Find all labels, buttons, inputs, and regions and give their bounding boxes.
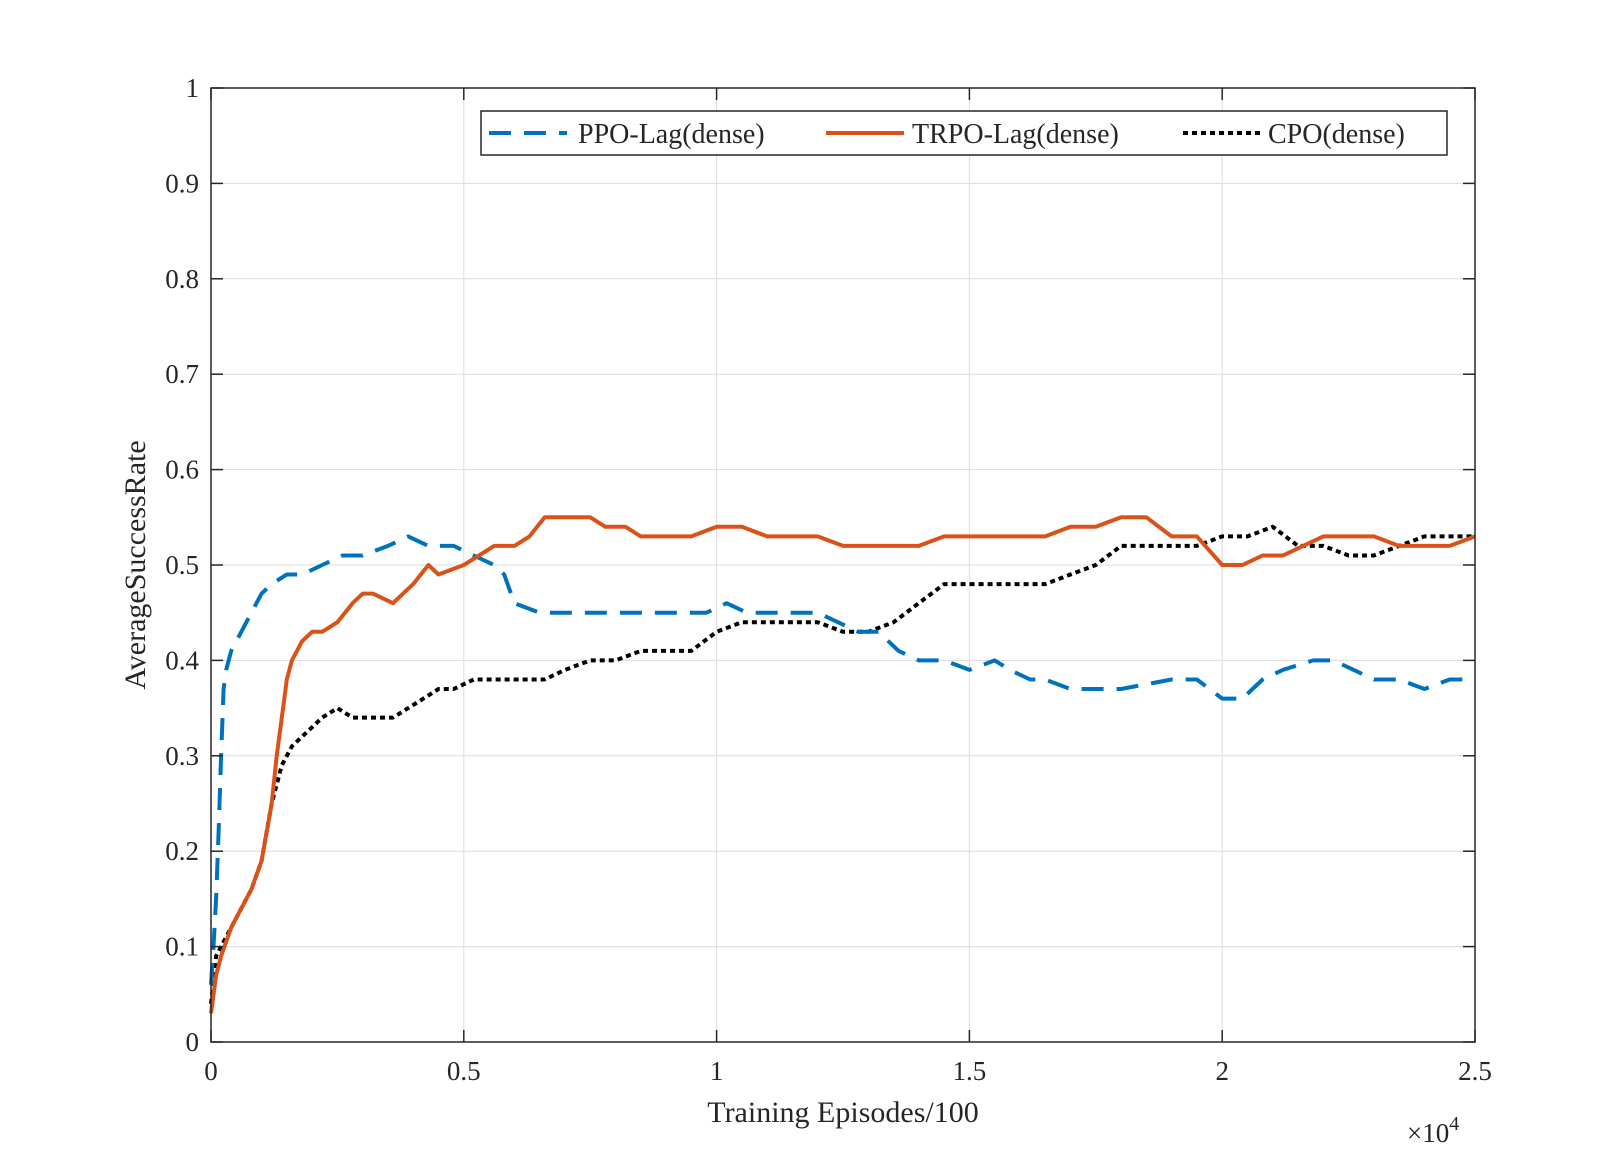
x-tick-label: 0 — [204, 1056, 218, 1086]
y-tick-label: 0 — [186, 1027, 200, 1057]
y-tick-label: 0.1 — [165, 932, 199, 962]
x-tick-label: 0.5 — [447, 1056, 481, 1086]
axis-ticks: 0 0.5 1 1.5 2 2.5 0 0.1 0.2 0.3 0.4 0.5 0.6 0.7 0.8 0.9… — [165, 73, 1492, 1086]
y-tick-label: 0.3 — [165, 741, 199, 771]
x-tick-label: 1.5 — [953, 1056, 987, 1086]
x-axis-multiplier: ×104 — [1407, 1113, 1459, 1148]
x-axis-label: Training Episodes/100 — [707, 1096, 978, 1129]
legend: PPO-Lag(dense) TRPO-Lag(dense) CPO(dense) — [480, 110, 1448, 156]
plot-series — [209, 515, 1476, 1014]
legend-label-1: TRPO-Lag(dense) — [912, 119, 1119, 150]
legend-label-0: PPO-Lag(dense) — [578, 119, 765, 150]
y-tick-label: 0.5 — [165, 550, 199, 580]
y-tick-label: 0.2 — [165, 836, 199, 866]
x-tick-label: 2 — [1215, 1056, 1229, 1086]
y-tick-label: 0.6 — [165, 455, 199, 485]
series-line-0 — [209, 534, 1465, 985]
x-tick-label: 1 — [710, 1056, 724, 1086]
series-line-1 — [209, 515, 1476, 1014]
y-tick-label: 0.8 — [165, 264, 199, 294]
y-tick-label: 0.9 — [165, 168, 199, 198]
y-tick-label: 0.4 — [165, 645, 199, 675]
legend-label-2: CPO(dense) — [1268, 119, 1405, 150]
legend-box — [480, 110, 1448, 156]
y-tick-label: 1 — [186, 73, 200, 103]
y-axis-label: AverageSuccessRate — [119, 440, 152, 689]
x-multiplier-base: ×10 — [1407, 1118, 1449, 1148]
x-tick-label: 2.5 — [1458, 1056, 1492, 1086]
x-multiplier-exponent: 4 — [1449, 1113, 1459, 1135]
y-tick-label: 0.7 — [165, 359, 199, 389]
